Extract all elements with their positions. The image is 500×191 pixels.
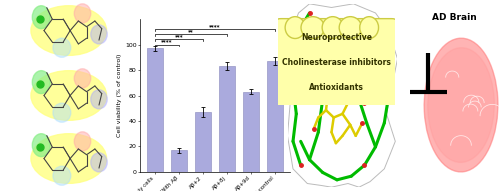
Ellipse shape: [301, 17, 324, 39]
Ellipse shape: [430, 52, 492, 147]
Ellipse shape: [322, 17, 344, 39]
Ellipse shape: [53, 166, 71, 185]
Ellipse shape: [32, 134, 50, 157]
Bar: [147, 48, 162, 172]
Y-axis label: Cell viability (% of control): Cell viability (% of control): [117, 54, 122, 137]
Text: ****: ****: [161, 39, 172, 44]
Ellipse shape: [91, 25, 107, 44]
Bar: [268, 61, 283, 172]
Ellipse shape: [31, 134, 106, 183]
Ellipse shape: [53, 103, 71, 122]
Text: Cholinesterase inhibitors: Cholinesterase inhibitors: [282, 58, 391, 67]
Text: ****: ****: [210, 24, 221, 29]
Ellipse shape: [32, 71, 50, 94]
Text: ***: ***: [174, 34, 183, 39]
Ellipse shape: [74, 4, 91, 23]
Bar: [195, 112, 211, 172]
Ellipse shape: [91, 153, 107, 172]
Ellipse shape: [428, 48, 494, 162]
Text: Antioxidants: Antioxidants: [309, 83, 364, 92]
PathPatch shape: [288, 4, 398, 187]
Ellipse shape: [31, 6, 106, 55]
Ellipse shape: [74, 132, 91, 151]
Text: **: **: [188, 29, 194, 34]
Text: AD Brain: AD Brain: [432, 13, 476, 22]
Bar: [219, 66, 235, 172]
Ellipse shape: [339, 17, 361, 39]
Ellipse shape: [91, 90, 107, 109]
Ellipse shape: [74, 69, 91, 88]
Ellipse shape: [31, 71, 106, 120]
Ellipse shape: [360, 17, 378, 39]
Text: Neuroprotective: Neuroprotective: [301, 33, 372, 42]
Ellipse shape: [424, 38, 498, 172]
Ellipse shape: [285, 17, 305, 39]
Ellipse shape: [53, 38, 71, 57]
Ellipse shape: [32, 6, 50, 29]
Bar: [244, 92, 259, 172]
FancyBboxPatch shape: [273, 19, 400, 107]
Bar: [171, 150, 186, 172]
